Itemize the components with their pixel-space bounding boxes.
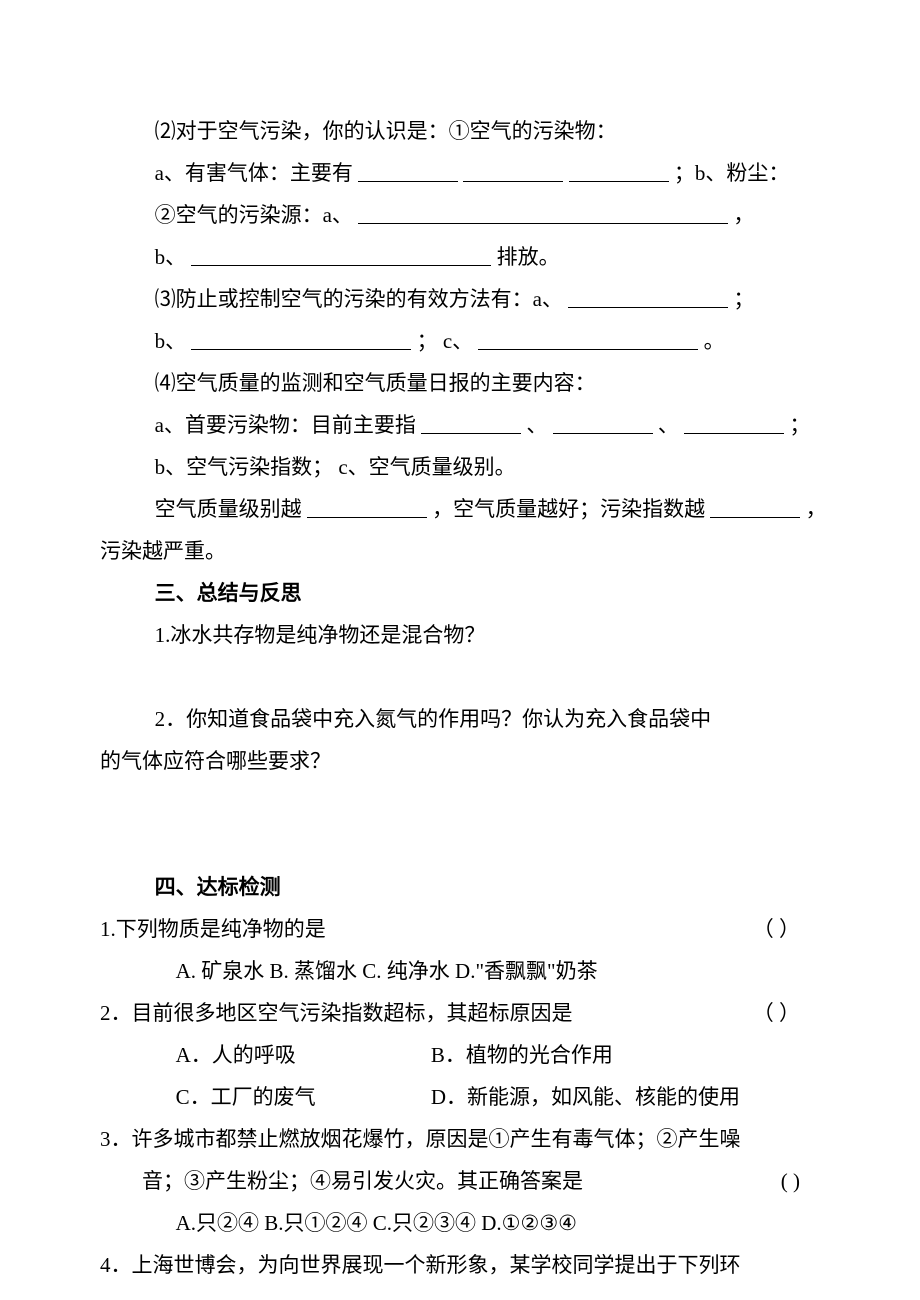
text: 、 — [658, 413, 679, 437]
text: b、 — [155, 245, 187, 269]
text: 、 — [526, 413, 547, 437]
text-line: ⑵对于空气污染，你的认识是：①空气的污染物： — [100, 110, 800, 152]
text-line: ⑷空气质量的监测和空气质量日报的主要内容： — [100, 362, 800, 404]
text: ； — [789, 413, 810, 437]
answer-paren: （ ） — [753, 908, 800, 950]
question-text: 1.冰水共存物是纯净物还是混合物？ — [100, 614, 800, 656]
text-line: a、有害气体：主要有 ；b、粉尘： — [100, 152, 800, 194]
text: 。 — [704, 329, 725, 353]
text-line: 空气质量级别越 ，空气质量越好；污染指数越 ， — [100, 488, 800, 530]
question-text: 2．目前很多地区空气污染指数超标，其超标原因是 （ ） — [100, 992, 800, 1034]
text: a、首要污染物：目前主要指 — [155, 413, 416, 437]
blank — [553, 411, 653, 434]
blank — [568, 285, 728, 308]
option-d: D．新能源，如风能、核能的使用 — [431, 1085, 740, 1109]
text-line: b、 排放。 — [100, 236, 800, 278]
blank — [191, 327, 411, 350]
option-a: A．人的呼吸 — [176, 1034, 426, 1076]
text-line: 污染越严重。 — [100, 530, 800, 572]
text: 音；③产生粉尘；④易引发火灾。其正确答案是 — [142, 1169, 583, 1193]
text-line: a、首要污染物：目前主要指 、 、 ； — [100, 404, 800, 446]
blank — [358, 201, 728, 224]
spacer — [100, 782, 800, 824]
answer-paren: ( ) — [739, 1160, 800, 1202]
option-b: B．植物的光合作用 — [431, 1043, 613, 1067]
answer-paren: （ ） — [753, 992, 800, 1034]
blank — [569, 159, 669, 182]
text-line: ②空气的污染源：a、 ， — [100, 194, 800, 236]
text: ， — [806, 497, 827, 521]
text-line: b、空气污染指数； c、空气质量级别。 — [100, 446, 800, 488]
text: 2．目前很多地区空气污染指数超标，其超标原因是 — [100, 1001, 573, 1025]
text: ， — [733, 203, 754, 227]
text: ，空气质量越好；污染指数越 — [432, 497, 705, 521]
answer-options: A.只②④ B.只①②④ C.只②③④ D.①②③④ — [100, 1202, 800, 1244]
text-line: ⑶防止或控制空气的污染的有效方法有：a、 ； — [100, 278, 800, 320]
option-c: C．工厂的废气 — [176, 1076, 426, 1118]
question-text: 1.下列物质是纯净物的是 （ ） — [100, 908, 800, 950]
blank — [710, 495, 800, 518]
text: ； — [733, 287, 754, 311]
text: c、 — [443, 329, 473, 353]
question-text: 3．许多城市都禁止燃放烟花爆竹，原因是①产生有毒气体；②产生噪 — [100, 1118, 800, 1160]
text: ；b、粉尘： — [674, 161, 790, 185]
text-line: b、 ； c、 。 — [100, 320, 800, 362]
question-text: 2．你知道食品袋中充入氮气的作用吗？你认为充入食品袋中 — [100, 698, 800, 740]
section-heading: 四、达标检测 — [100, 866, 800, 908]
blank — [191, 243, 491, 266]
text: a、有害气体：主要有 — [155, 161, 353, 185]
spacer — [100, 656, 800, 698]
text: 1.下列物质是纯净物的是 — [100, 917, 326, 941]
text: ②空气的污染源：a、 — [155, 203, 353, 227]
answer-options: A. 矿泉水 B. 蒸馏水 C. 纯净水 D."香飘飘"奶茶 — [100, 950, 800, 992]
text: 空气质量级别越 — [155, 497, 302, 521]
document-page: ⑵对于空气污染，你的认识是：①空气的污染物： a、有害气体：主要有 ；b、粉尘：… — [0, 0, 920, 1300]
spacer — [100, 824, 800, 866]
blank — [421, 411, 521, 434]
blank — [358, 159, 458, 182]
blank — [307, 495, 427, 518]
question-text: 音；③产生粉尘；④易引发火灾。其正确答案是 ( ) — [100, 1160, 800, 1202]
blank — [463, 159, 563, 182]
text: ； — [417, 329, 438, 353]
answer-options: A．人的呼吸 B．植物的光合作用 — [100, 1034, 800, 1076]
question-text: 的气体应符合哪些要求？ — [100, 740, 800, 782]
blank — [684, 411, 784, 434]
text: 排放。 — [497, 245, 560, 269]
question-text: 4．上海世博会，为向世界展现一个新形象，某学校同学提出于下列环 — [100, 1244, 800, 1286]
section-heading: 三、总结与反思 — [100, 572, 800, 614]
text: ⑶防止或控制空气的污染的有效方法有：a、 — [155, 287, 563, 311]
answer-options: C．工厂的废气 D．新能源，如风能、核能的使用 — [100, 1076, 800, 1118]
blank — [478, 327, 698, 350]
text: b、 — [155, 329, 187, 353]
